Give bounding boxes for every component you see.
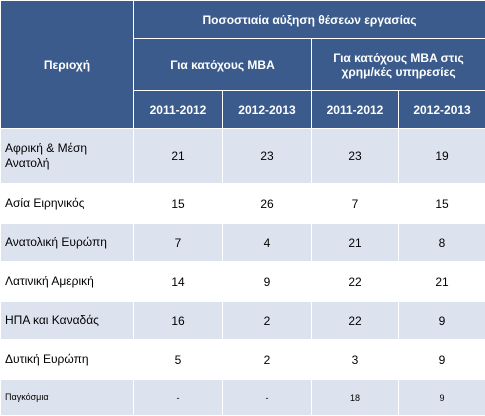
value-cell: 5	[134, 340, 223, 380]
value-cell: 2	[223, 340, 312, 380]
region-cell: ΗΠΑ και Καναδάς	[1, 302, 134, 340]
value-cell: 7	[134, 224, 223, 262]
value-cell: -	[223, 380, 312, 416]
value-cell: 26	[223, 184, 312, 224]
value-cell: 8	[399, 224, 485, 262]
region-cell: Λατινική Αμερική	[1, 262, 134, 302]
value-cell: 3	[312, 340, 399, 380]
year-header: 2011-2012	[312, 91, 399, 129]
job-growth-group-header: Ποσοστιαία αύξηση θέσεων εργασίας	[134, 1, 485, 39]
value-cell: 14	[134, 262, 223, 302]
value-cell: 2	[223, 302, 312, 340]
value-cell: 9	[399, 302, 485, 340]
value-cell: 15	[134, 184, 223, 224]
table-row: Αφρική & Μέση Ανατολή 21 23 23 19	[1, 129, 485, 184]
value-cell: 21	[134, 129, 223, 184]
value-cell: 16	[134, 302, 223, 340]
value-cell: 7	[312, 184, 399, 224]
region-cell: Ανατολική Ευρώπη	[1, 224, 134, 262]
table-row: ΗΠΑ και Καναδάς 16 2 22 9	[1, 302, 485, 340]
region-cell: Αφρική & Μέση Ανατολή	[1, 129, 134, 184]
value-cell: 15	[399, 184, 485, 224]
region-cell: Δυτική Ευρώπη	[1, 340, 134, 380]
table-row: Ασία Ειρηνικός 15 26 7 15	[1, 184, 485, 224]
value-cell: 9	[223, 262, 312, 302]
year-header: 2011-2012	[134, 91, 223, 129]
value-cell: 9	[399, 380, 485, 416]
table-row: Ανατολική Ευρώπη 7 4 21 8	[1, 224, 485, 262]
value-cell: -	[134, 380, 223, 416]
value-cell: 9	[399, 340, 485, 380]
value-cell: 21	[399, 262, 485, 302]
region-column-header: Περιοχή	[1, 1, 134, 129]
mba-holders-header: Για κατόχους MBA	[134, 39, 312, 91]
region-cell: Παγκόσμια	[1, 380, 134, 416]
value-cell: 22	[312, 302, 399, 340]
year-header: 2012-2013	[223, 91, 312, 129]
year-header: 2012-2013	[399, 91, 485, 129]
value-cell: 18	[312, 380, 399, 416]
mba-financial-services-header: Για κατόχους MBA στις χρημ/κές υπηρεσίες	[312, 39, 485, 91]
value-cell: 23	[312, 129, 399, 184]
table-row: Λατινική Αμερική 14 9 22 21	[1, 262, 485, 302]
value-cell: 21	[312, 224, 399, 262]
value-cell: 23	[223, 129, 312, 184]
table-row: Δυτική Ευρώπη 5 2 3 9	[1, 340, 485, 380]
value-cell: 22	[312, 262, 399, 302]
value-cell: 19	[399, 129, 485, 184]
table-row: Παγκόσμια - - 18 9	[1, 380, 485, 416]
value-cell: 4	[223, 224, 312, 262]
region-cell: Ασία Ειρηνικός	[1, 184, 134, 224]
